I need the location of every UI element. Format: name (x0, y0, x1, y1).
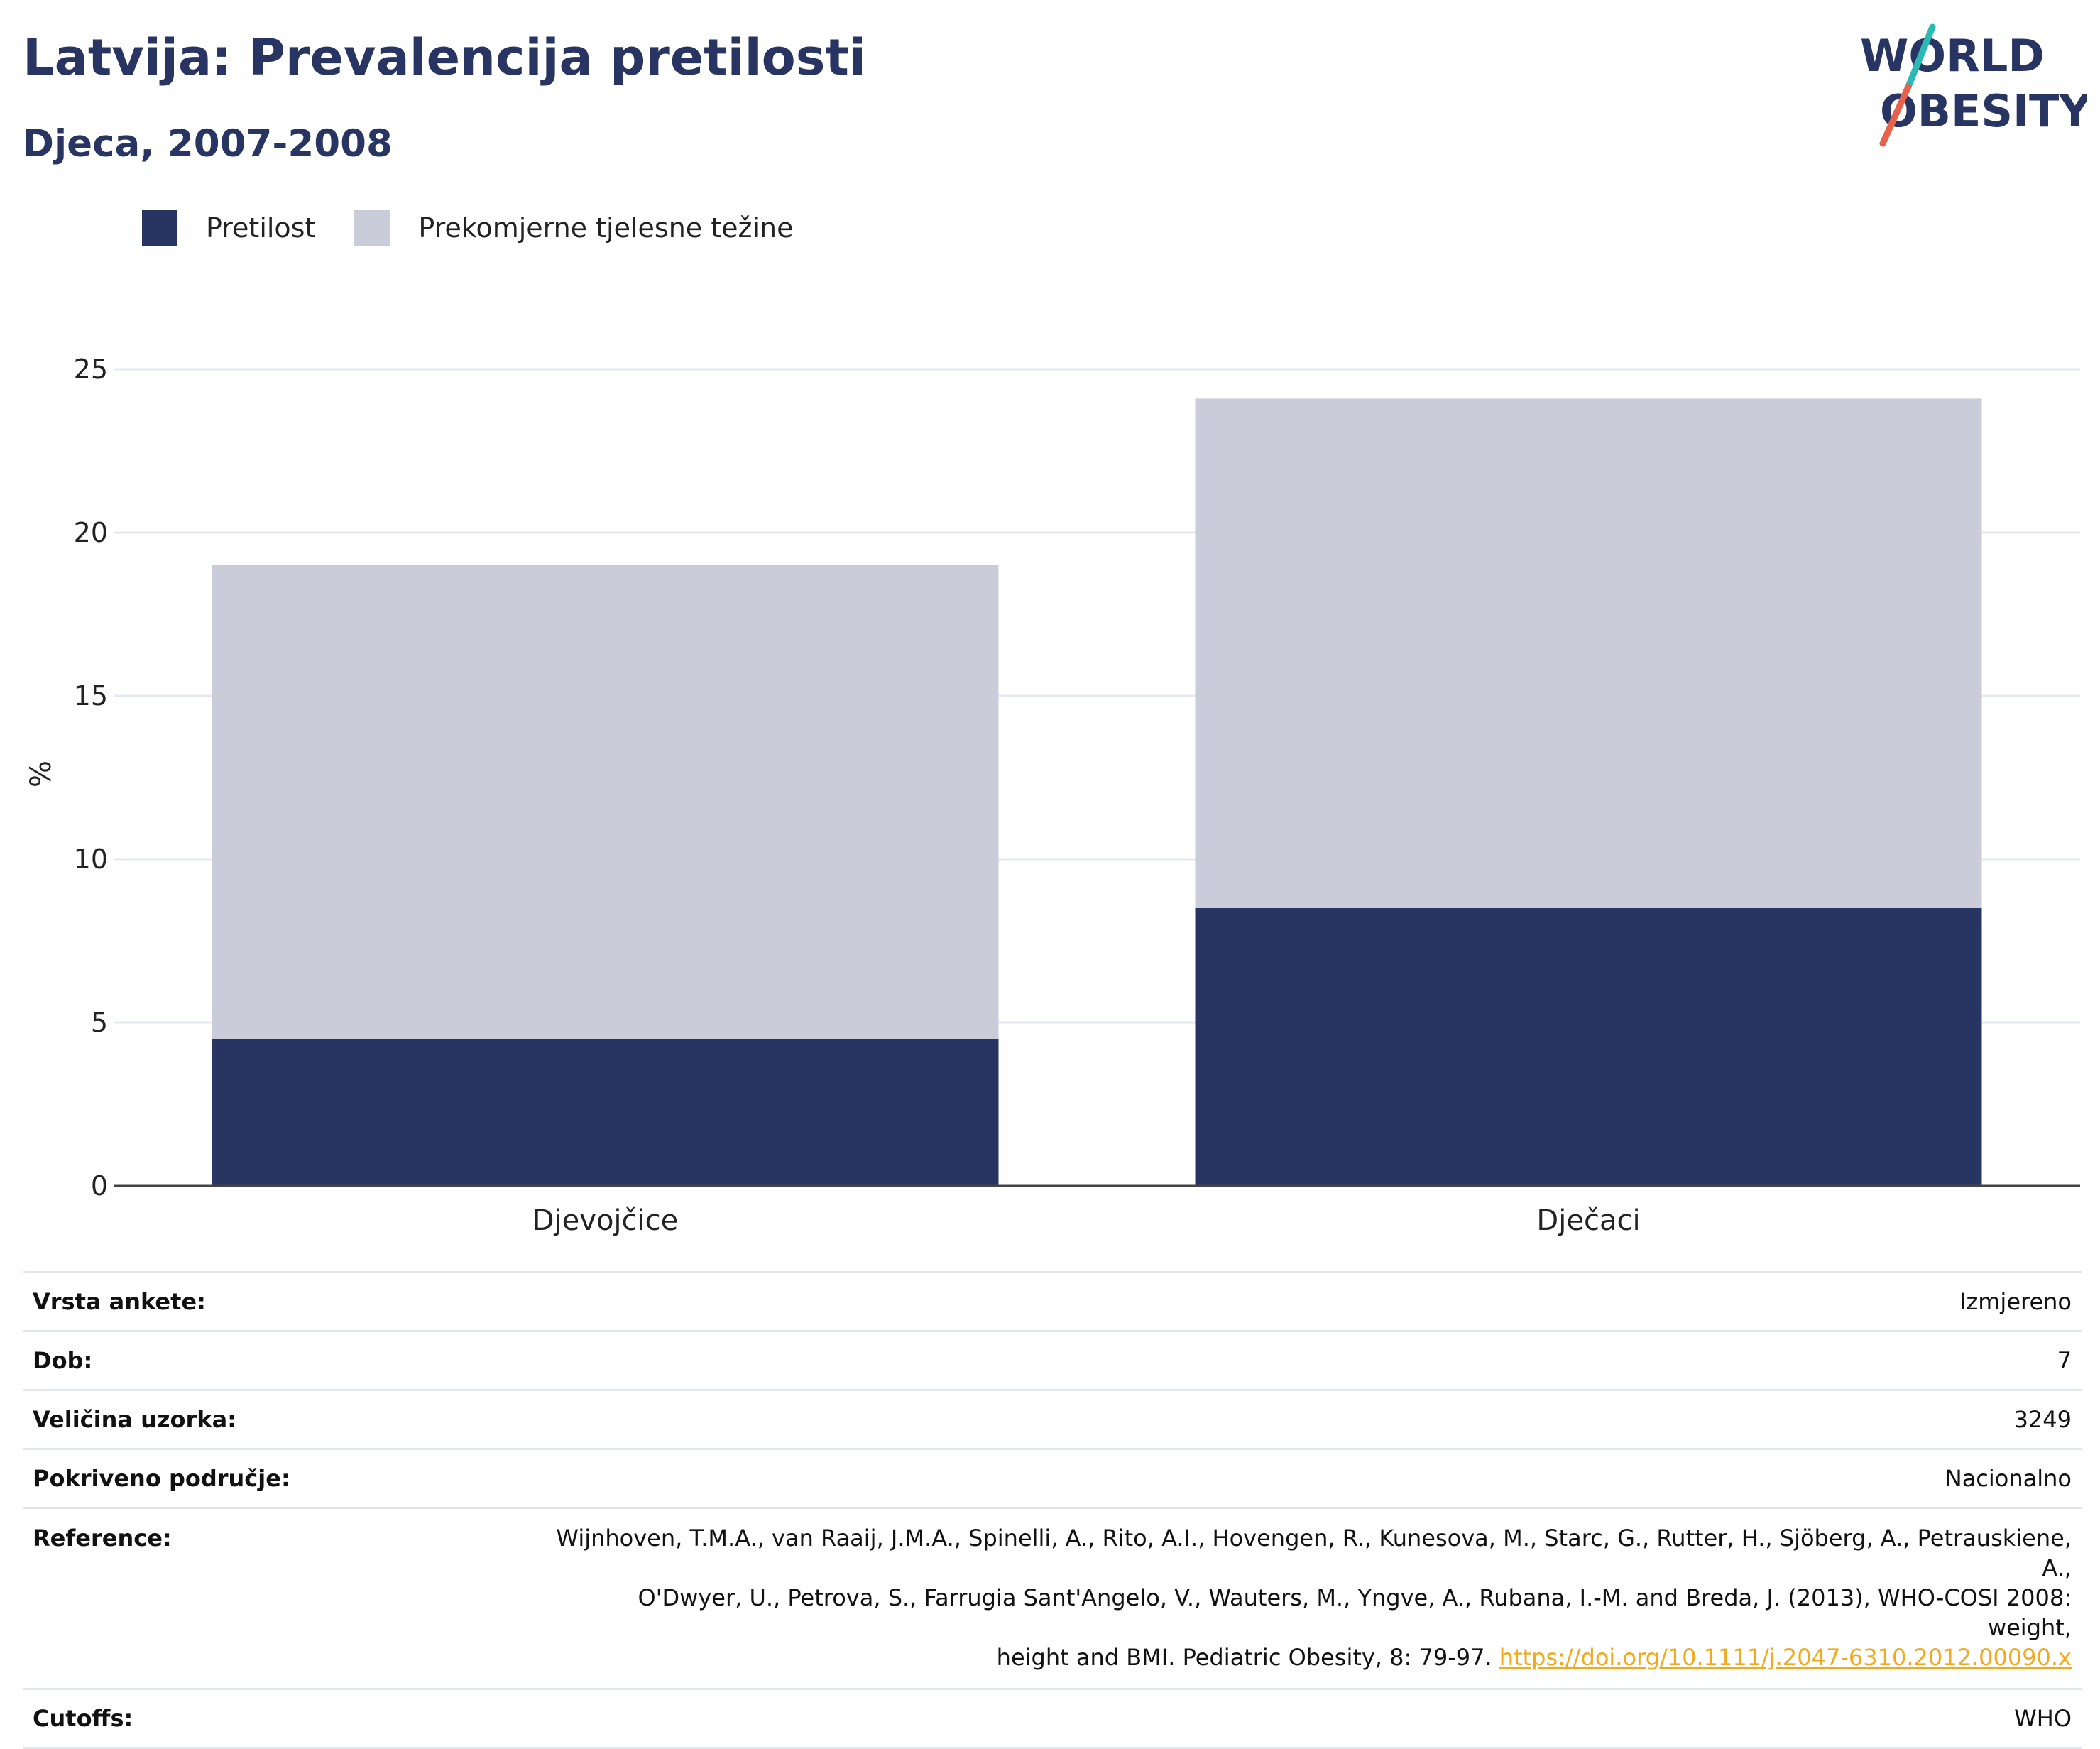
reference-line-3-text: height and BMI. Pediatric Obesity, 8: 79… (996, 1644, 1492, 1671)
bar-chart: 0 5 10 15 20 25 Djevojčice Dječaci (74, 354, 2080, 1237)
legend-swatch-obesity (142, 210, 177, 246)
logo-text-obesity: OBESITY (1880, 85, 2087, 137)
info-label: Dob: (23, 1331, 540, 1391)
y-tick-label: 10 (74, 844, 108, 875)
y-tick-label: 15 (74, 680, 108, 712)
info-label: Cutoffs: (23, 1689, 540, 1749)
reference-line-3: height and BMI. Pediatric Obesity, 8: 79… (549, 1642, 2072, 1672)
info-row-cutoffs: Cutoffs: WHO (23, 1689, 2082, 1749)
info-row-survey-type: Vrsta ankete: Izmjereno (23, 1271, 2082, 1332)
legend-label-overweight: Prekomjerne tjelesne težine (418, 212, 794, 244)
info-row-reference: Reference: Wijnhoven, T.M.A., van Raaij,… (23, 1508, 2082, 1690)
info-row-age: Dob: 7 (23, 1331, 2082, 1391)
y-tick-label: 20 (74, 517, 108, 548)
logo-slash-red (1879, 83, 1912, 147)
legend-swatch-overweight (354, 210, 390, 246)
info-value: WHO (540, 1689, 2082, 1749)
y-tick-label: 0 (91, 1170, 108, 1202)
x-tick-label: Dječaci (1536, 1204, 1640, 1237)
logo-slash-teal (1905, 23, 1936, 90)
logo-text-world: WORLD (1860, 30, 2045, 82)
info-value: 3249 (540, 1390, 2082, 1450)
world-obesity-logo: WORLD OBESITY (1860, 23, 2087, 147)
reference-line-1: Wijnhoven, T.M.A., van Raaij, J.M.A., Sp… (556, 1525, 2072, 1581)
bar-segment-overweight (1195, 398, 1982, 908)
legend-item-overweight[interactable]: Prekomjerne tjelesne težine (354, 210, 794, 246)
reference-doi-link[interactable]: https://doi.org/10.1111/j.2047-6310.2012… (1499, 1644, 2072, 1671)
info-row-sample-size: Veličina uzorka: 3249 (23, 1390, 2082, 1450)
info-value: 7 (540, 1331, 2082, 1391)
bar-segment-overweight (212, 565, 999, 1039)
chart-legend: Pretilost Prekomjerne tjelesne težine (142, 210, 833, 246)
info-label: Vrsta ankete: (23, 1271, 540, 1332)
info-value: Izmjereno (540, 1271, 2082, 1332)
info-label: Pokriveno područje: (23, 1449, 540, 1509)
chart-title: Latvija: Prevalencija pretilosti (23, 28, 866, 87)
bar-segment-obesity (212, 1039, 999, 1186)
info-row-coverage: Pokriveno područje: Nacionalno (23, 1449, 2082, 1509)
chart-subtitle: Djeca, 2007-2008 (23, 122, 393, 165)
reference-text: Wijnhoven, T.M.A., van Raaij, J.M.A., Sp… (540, 1508, 2082, 1690)
info-label: Veličina uzorka: (23, 1390, 540, 1450)
y-tick-label: 25 (74, 354, 108, 385)
survey-info-table: Vrsta ankete: Izmjereno Dob: 7 Veličina … (23, 1271, 2082, 1749)
legend-item-obesity[interactable]: Pretilost (142, 210, 315, 246)
reference-line-2: O'Dwyer, U., Petrova, S., Farrugia Sant'… (638, 1584, 2072, 1641)
legend-label-obesity: Pretilost (206, 212, 316, 244)
bar-segment-obesity (1195, 908, 1982, 1186)
y-tick-label: 5 (91, 1007, 108, 1038)
x-tick-label: Djevojčice (532, 1204, 679, 1237)
info-value: Nacionalno (540, 1449, 2082, 1509)
info-label: Reference: (23, 1508, 540, 1690)
